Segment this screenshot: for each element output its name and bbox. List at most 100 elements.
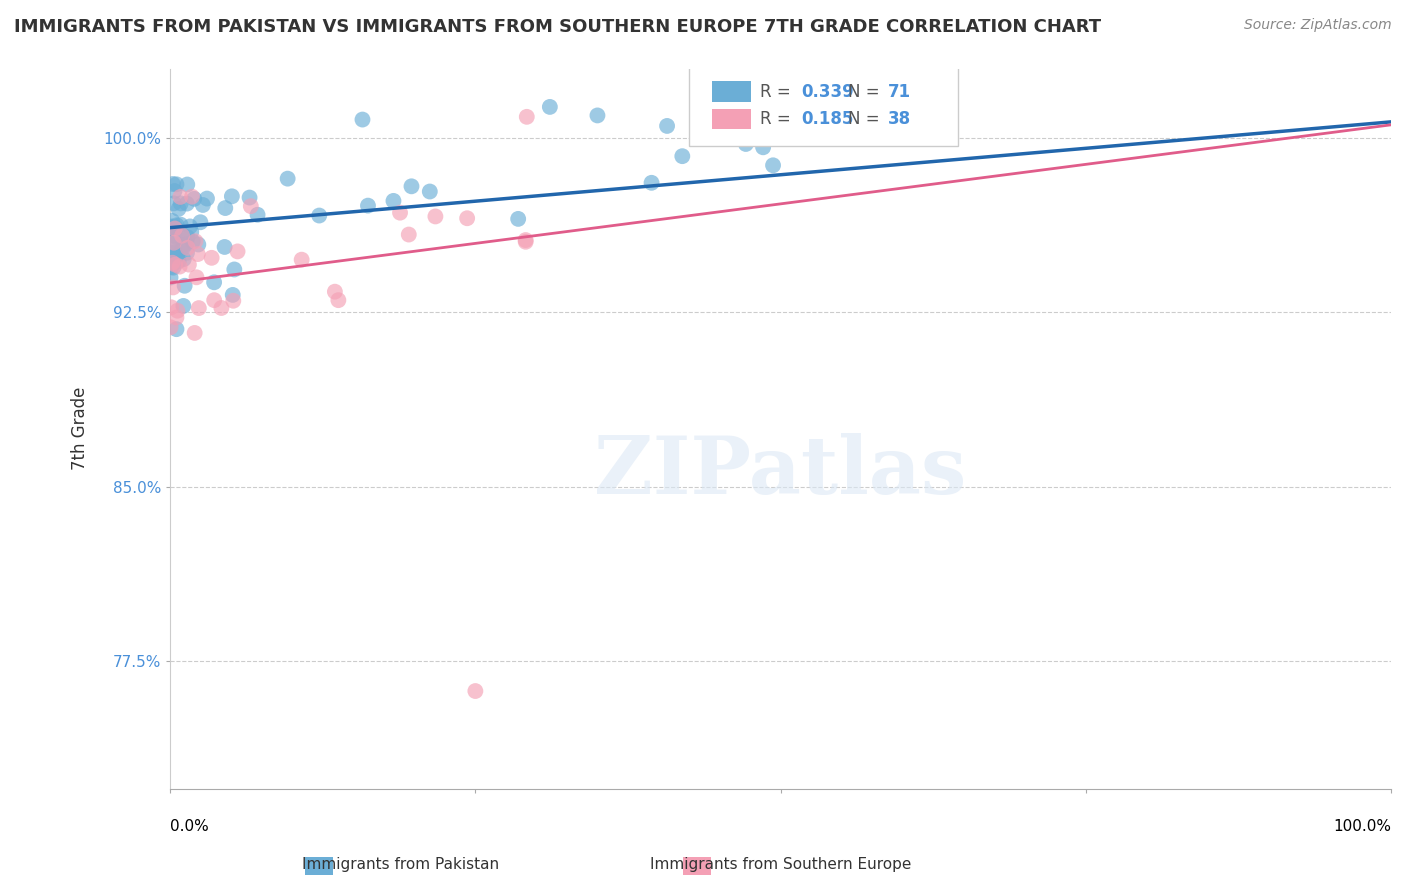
Point — [165, 220, 187, 235]
Text: Immigrants from Southern Europe: Immigrants from Southern Europe — [650, 857, 911, 872]
Point — [277, 171, 299, 186]
Point — [357, 199, 380, 213]
Point — [214, 201, 236, 215]
Point — [724, 127, 747, 141]
Point — [162, 177, 184, 191]
Point — [752, 140, 775, 154]
Point — [508, 211, 530, 226]
Text: R =: R = — [759, 110, 790, 128]
Point — [425, 210, 447, 224]
Point — [169, 190, 191, 204]
Point — [195, 192, 218, 206]
Point — [655, 119, 678, 133]
Point — [163, 234, 186, 248]
Point — [162, 256, 184, 270]
Point — [163, 235, 186, 250]
Point — [167, 202, 190, 216]
Point — [201, 251, 224, 265]
Point — [709, 121, 731, 136]
Point — [401, 179, 423, 194]
Point — [187, 301, 209, 315]
Point — [671, 149, 693, 163]
Point — [162, 256, 184, 270]
Point — [209, 301, 232, 315]
Point — [246, 208, 269, 222]
Point — [166, 230, 188, 244]
Point — [165, 310, 187, 325]
Point — [183, 326, 205, 340]
Text: IMMIGRANTS FROM PAKISTAN VS IMMIGRANTS FROM SOUTHERN EUROPE 7TH GRADE CORRELATIO: IMMIGRANTS FROM PAKISTAN VS IMMIGRANTS F… — [14, 18, 1101, 36]
Point — [214, 240, 236, 254]
Point — [172, 228, 194, 243]
Point — [202, 275, 225, 289]
Point — [162, 250, 184, 264]
Point — [187, 237, 209, 252]
Point — [239, 199, 262, 213]
Text: 100.0%: 100.0% — [1333, 819, 1391, 834]
Point — [190, 215, 212, 229]
Point — [222, 293, 245, 308]
Point — [221, 189, 243, 203]
Text: 0.0%: 0.0% — [170, 819, 209, 834]
Point — [238, 190, 260, 204]
Point — [166, 178, 188, 192]
Point — [162, 260, 184, 275]
Point — [163, 246, 186, 260]
Point — [291, 252, 314, 267]
Text: 0.185: 0.185 — [801, 110, 853, 128]
Text: ZIPatlas: ZIPatlas — [595, 433, 967, 511]
Point — [181, 189, 204, 203]
Point — [180, 225, 202, 239]
Point — [176, 241, 198, 255]
Point — [166, 249, 188, 263]
Point — [173, 278, 195, 293]
Point — [352, 112, 374, 127]
Text: Source: ZipAtlas.com: Source: ZipAtlas.com — [1244, 18, 1392, 32]
Text: 71: 71 — [889, 83, 911, 101]
Point — [166, 322, 188, 336]
Point — [176, 178, 198, 192]
Text: N =: N = — [848, 110, 879, 128]
Point — [464, 684, 486, 698]
FancyBboxPatch shape — [689, 65, 957, 145]
Point — [224, 262, 246, 277]
Point — [173, 252, 195, 266]
Point — [159, 245, 181, 260]
Point — [163, 196, 186, 211]
Point — [176, 230, 198, 244]
Point — [762, 158, 785, 172]
Point — [226, 244, 249, 259]
Point — [516, 110, 538, 124]
Text: 0.339: 0.339 — [801, 83, 853, 101]
Point — [159, 270, 181, 285]
Point — [398, 227, 420, 242]
Point — [184, 235, 207, 249]
Point — [586, 108, 609, 122]
Point — [176, 245, 198, 260]
Point — [202, 293, 225, 308]
Point — [328, 293, 350, 308]
Point — [173, 237, 195, 252]
Point — [177, 258, 200, 272]
Y-axis label: 7th Grade: 7th Grade — [72, 387, 89, 470]
Text: Immigrants from Pakistan: Immigrants from Pakistan — [302, 857, 499, 872]
Point — [181, 235, 204, 249]
Point — [160, 219, 183, 234]
Point — [389, 205, 412, 219]
Point — [308, 209, 330, 223]
Point — [183, 192, 205, 206]
Point — [172, 241, 194, 255]
Point — [166, 303, 188, 318]
Text: N =: N = — [848, 83, 879, 101]
Point — [172, 299, 194, 313]
Point — [187, 247, 209, 261]
Point — [166, 219, 188, 233]
Point — [538, 100, 561, 114]
Text: 38: 38 — [889, 110, 911, 128]
Point — [179, 219, 201, 234]
Text: R =: R = — [759, 83, 790, 101]
Point — [165, 258, 187, 272]
Point — [163, 221, 186, 235]
FancyBboxPatch shape — [713, 81, 751, 102]
Point — [382, 194, 405, 208]
